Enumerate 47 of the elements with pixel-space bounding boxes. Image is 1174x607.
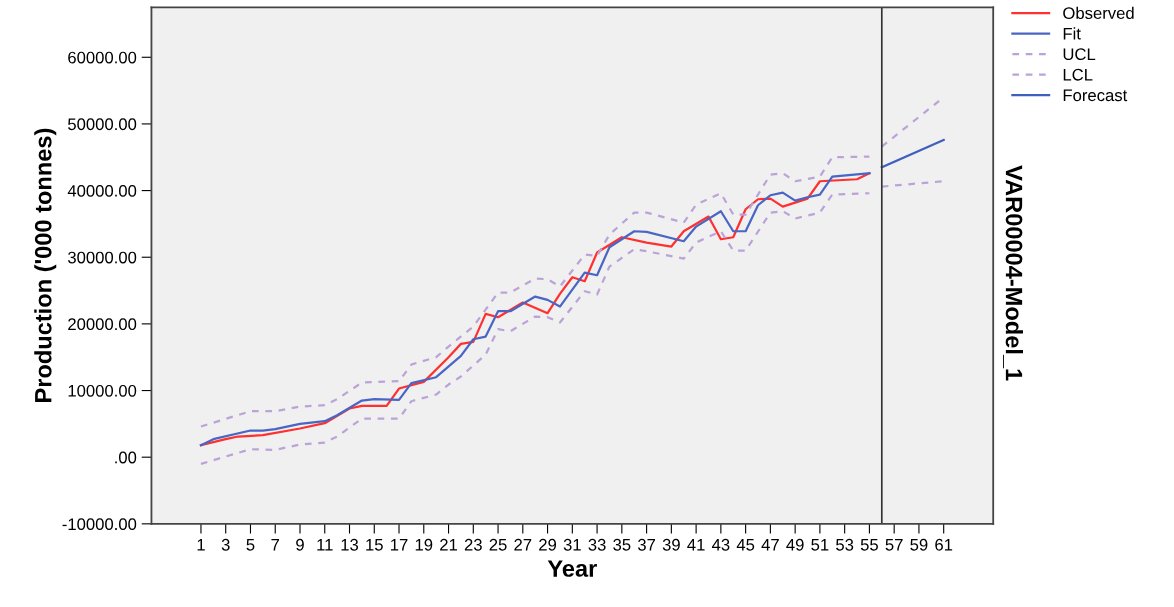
x-tick-label: 25	[489, 538, 507, 551]
y-tick-label: 30000.00	[67, 251, 137, 264]
x-tick-label: 29	[539, 538, 557, 551]
y-axis-title: Production ('000 tonnes)	[34, 128, 57, 402]
x-tick-label: 11	[317, 539, 333, 551]
x-tick-label: 59	[910, 538, 928, 551]
x-tick-label: 33	[588, 538, 606, 551]
x-tick-label: 43	[711, 538, 730, 551]
x-tick-label: 13	[341, 538, 359, 551]
x-tick-label: 19	[415, 538, 433, 551]
x-tick-label: 27	[514, 538, 532, 551]
x-tick-label: 1	[197, 539, 205, 551]
legend-label: UCL	[1063, 48, 1096, 61]
x-tick-label: 9	[296, 538, 304, 551]
y-tick-label: 40000.00	[67, 184, 137, 197]
y-tick-label: 60000.00	[68, 51, 137, 64]
x-tick-label: 35	[613, 538, 631, 551]
x-tick-label: 7	[271, 539, 280, 551]
x-tick-label: 37	[637, 538, 656, 551]
x-tick-label: 39	[662, 538, 680, 551]
y-tick-label: -10000.00	[62, 518, 137, 531]
y-tick-label: .00	[115, 451, 137, 464]
x-tick-label: 49	[786, 538, 804, 551]
x-tick-label: 55	[860, 539, 878, 551]
x-tick-label: 41	[687, 539, 705, 551]
x-tick-label: 61	[935, 538, 953, 551]
x-tick-label: 51	[811, 539, 829, 551]
legend-label: LCL	[1063, 68, 1093, 81]
legend-label: Observed	[1063, 6, 1134, 20]
y-tick-label: 10000.00	[68, 384, 137, 397]
x-tick-label: 53	[836, 538, 854, 551]
x-tick-label: 15	[366, 539, 383, 551]
x-tick-label: 21	[440, 538, 457, 551]
x-axis-title: Year	[547, 560, 597, 577]
x-tick-label: 45	[736, 539, 755, 551]
x-tick-label: 5	[246, 539, 255, 551]
x-tick-label: 47	[761, 539, 779, 551]
text: VAR00004-Model_1	[1003, 165, 1023, 381]
x-tick-label: 17	[391, 539, 408, 551]
x-tick-label: 31	[563, 538, 581, 551]
x-tick-label: 57	[885, 539, 903, 551]
legend-label: Fit	[1063, 27, 1081, 40]
legend-label: Forecast	[1063, 89, 1128, 102]
x-tick-label: 3	[221, 538, 230, 551]
y-tick-label: 50000.00	[68, 118, 137, 131]
y-tick-label: 20000.00	[68, 318, 137, 331]
x-tick-label: 23	[464, 538, 482, 551]
